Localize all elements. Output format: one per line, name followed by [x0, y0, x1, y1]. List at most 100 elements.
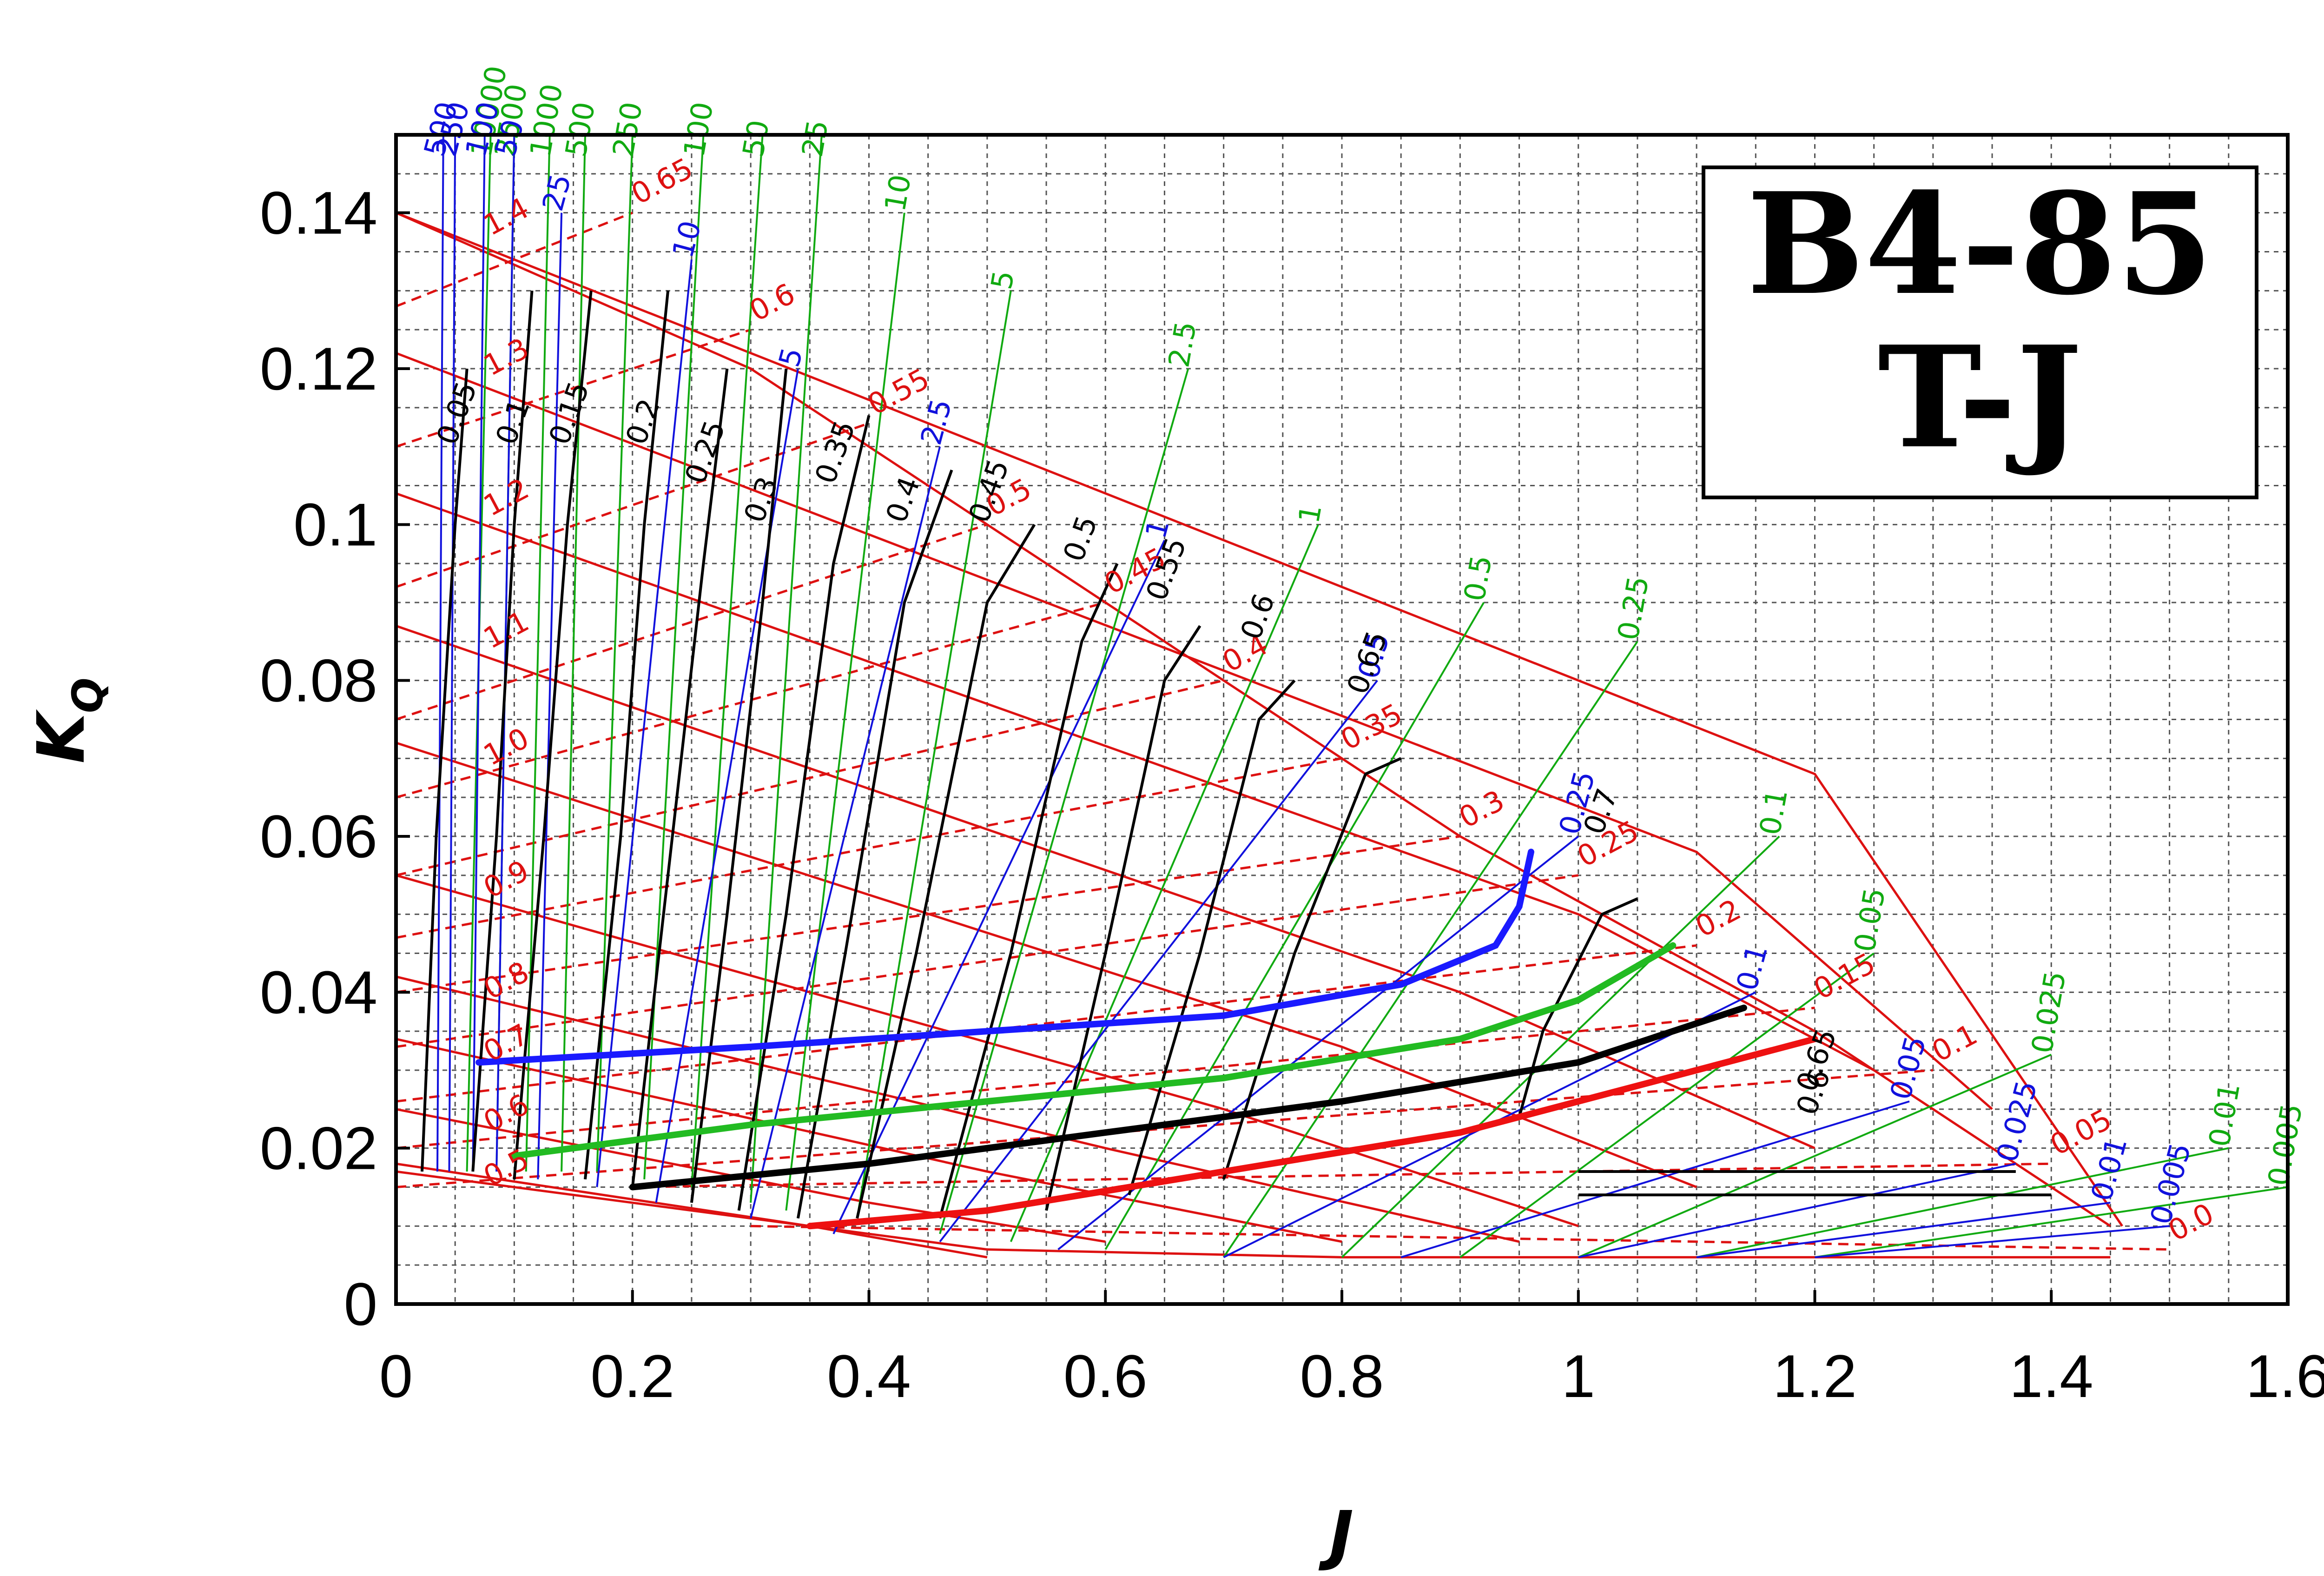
blue-param-line: [655, 368, 799, 1203]
blue-param-line: [1057, 835, 1579, 1251]
efficiency-curve: [513, 290, 593, 1179]
pitch-line-solid: [396, 352, 1993, 1110]
blue-param-line: [472, 135, 486, 1172]
pitch-line-dashed: [396, 874, 1579, 1048]
blue-param-line: [448, 135, 456, 1172]
green-param-label: 1: [1292, 502, 1328, 526]
green-param-line: [1578, 1053, 2052, 1258]
pitch-line-dashed: [751, 1225, 2170, 1251]
pitch-line-dashed: [396, 422, 870, 588]
efficiency-curve: [938, 563, 1119, 1219]
green-param-line: [1815, 1186, 2288, 1258]
pitch-line-dashed-label: 0.1: [1926, 1017, 1982, 1069]
highlight-curve: [475, 848, 1534, 1066]
efficiency-curve: [1128, 679, 1296, 1196]
x-tick-label: 0: [379, 1342, 413, 1410]
green-param-label: 25: [795, 118, 835, 159]
green-param-label: 10: [878, 172, 918, 214]
y-axis-title: K: [24, 709, 99, 764]
envelope-curve: [987, 1248, 2111, 1258]
pitch-line-dashed: [396, 1007, 1815, 1150]
blue-param-label: 5: [772, 344, 810, 371]
green-param-label: 0.5: [1457, 553, 1499, 604]
efficiency-curve: [1045, 625, 1202, 1211]
efficiency-curve: [796, 469, 953, 1219]
svg-text:KQ: KQ: [24, 677, 112, 763]
pitch-line-dashed: [396, 944, 1697, 1103]
blue-parameter-lines: [436, 135, 2170, 1258]
pitch-line-dashed: [396, 601, 1106, 799]
green-param-line: [1104, 602, 1485, 1250]
pitch-line-dashed: [396, 212, 633, 308]
green-param-label: 0.05: [1848, 885, 1892, 954]
x-tick-label: 0.6: [1063, 1342, 1148, 1410]
green-param-label: 100: [677, 99, 720, 159]
pitch-line-solid: [396, 742, 1697, 1188]
pitch-line-solid: [396, 975, 1520, 1243]
green-param-line: [939, 368, 1189, 1234]
green-param-label: 0.025: [2025, 969, 2073, 1056]
green-param-line: [1341, 835, 1780, 1258]
pitch-line-dashed: [632, 1162, 2052, 1188]
blue-param-line: [1696, 1202, 2111, 1258]
pitch-line-solid: [396, 1108, 1106, 1243]
efficiency-curve: [690, 368, 788, 1203]
highlight-curve: [511, 942, 1677, 1159]
pitch-line-dashed-label: 0.65: [626, 151, 698, 211]
green-param-line: [1010, 524, 1319, 1242]
highlight-curve: [629, 1004, 1747, 1191]
efficiency-curve: [737, 415, 871, 1211]
blue-param-line: [596, 259, 693, 1187]
green-param-label: 0.01: [2202, 1080, 2247, 1150]
blue-param-line: [495, 135, 515, 1172]
pitch-line-dashed-label: 0.15: [1808, 946, 1881, 1006]
x-tick-label: 1.6: [2246, 1342, 2324, 1410]
pitch-line-solid: [396, 624, 1816, 1149]
blue-param-line: [1400, 1100, 1910, 1258]
green-param-line: [561, 135, 586, 1172]
efficiency-curve: [584, 290, 670, 1180]
green-param-line: [690, 135, 764, 1187]
green-param-line: [643, 135, 705, 1179]
pitch-line-dashed: [396, 1069, 1934, 1188]
green-param-label: 0.25: [1611, 574, 1656, 643]
pitch-line-dashed: [396, 835, 1460, 993]
y-tick-label: 0.14: [260, 179, 377, 247]
efficiency-curve: [421, 368, 469, 1172]
x-tick-label: 1: [1562, 1342, 1595, 1410]
blue-param-label: 10: [666, 217, 708, 261]
blue-param-label: 0.025: [1990, 1077, 2044, 1165]
efficiency-curve-label: 0.05: [430, 377, 484, 449]
y-tick-label: 0.1: [293, 490, 377, 558]
pitch-line-dashed: [396, 523, 988, 721]
green-param-label: 50: [736, 118, 776, 159]
x-tick-label: 0.4: [827, 1342, 911, 1410]
x-tick-label: 1.2: [1773, 1342, 1857, 1410]
blue-param-line: [1815, 1225, 2170, 1258]
y-tick-label: 0.04: [260, 958, 377, 1026]
blue-param-line: [750, 446, 941, 1219]
efficiency-curve: [856, 523, 1036, 1219]
green-param-label: 0.1: [1753, 787, 1794, 838]
efficiency-curve-label: 0.3: [737, 472, 785, 527]
y-axis-title-subscript: Q: [64, 677, 112, 713]
y-axis-title-group: KQ: [24, 677, 112, 763]
efficiency-curve: [1222, 757, 1402, 1180]
blue-param-label: 0.1: [1730, 941, 1774, 994]
green-param-label: 0.005: [2261, 1101, 2309, 1188]
green-param-line: [750, 135, 823, 1203]
blue-param-label: 0.05: [1883, 1033, 1933, 1103]
green-param-line: [856, 290, 1012, 1218]
green-param-line: [1459, 952, 1875, 1258]
y-tick-label: 0: [344, 1270, 377, 1338]
pitch-line-solid-label: 1.1: [478, 604, 534, 656]
blue-param-line: [832, 540, 1166, 1234]
pitch-line-dashed: [396, 757, 1342, 939]
highlight-curves: [475, 848, 1818, 1230]
x-axis-title: J: [1318, 1497, 1353, 1573]
pitch-line-dashed-label: 0.2: [1690, 892, 1746, 944]
blue-param-line: [1578, 1163, 2016, 1258]
pitch-line-dashed-label: 0.3: [1453, 783, 1510, 835]
chart-title-box: B4-85 T-J: [1702, 162, 2258, 499]
